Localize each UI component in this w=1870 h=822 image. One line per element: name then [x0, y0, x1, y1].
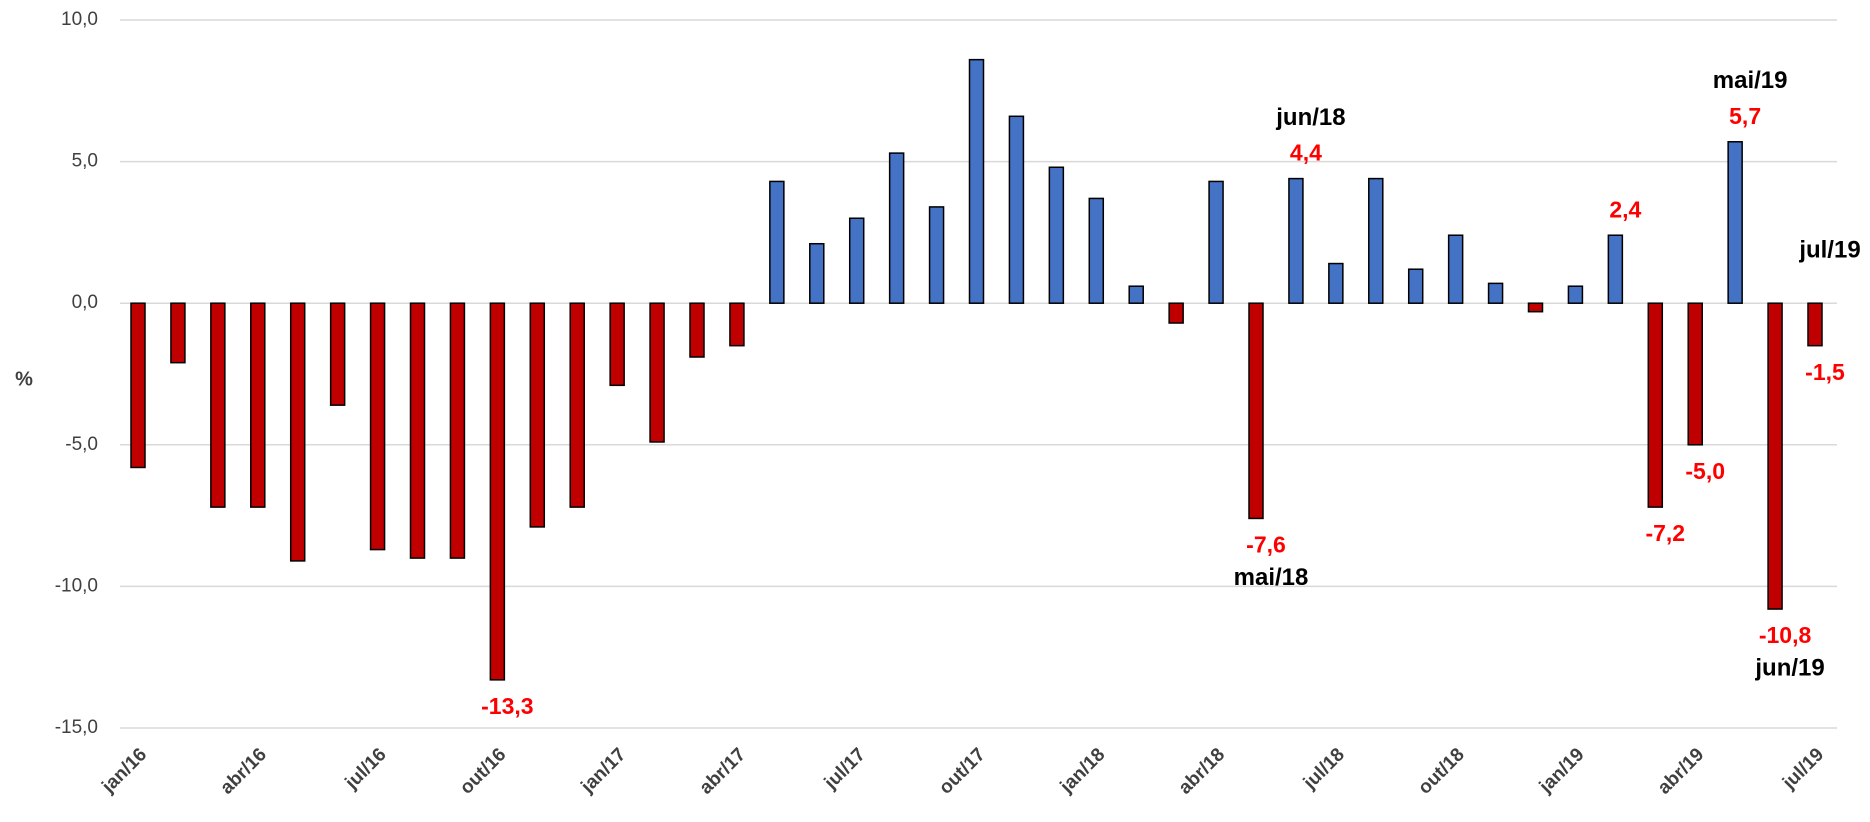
bar: [1328, 262, 1344, 304]
x-tick-label: out/16: [456, 744, 510, 798]
bar: [329, 302, 346, 406]
bar: [689, 302, 705, 358]
x-tick-label: abr/16: [216, 744, 270, 798]
bar: [449, 302, 466, 559]
x-tick-label: jul/16: [341, 744, 391, 794]
value-label: -10,8: [1759, 622, 1812, 648]
bar: [1288, 177, 1304, 304]
bar: [928, 206, 945, 304]
x-tick-label: jul/19: [1778, 744, 1828, 794]
bar: [170, 302, 186, 364]
y-axis-label: %: [15, 368, 33, 390]
annotation: mai/19: [1713, 67, 1788, 94]
bar: [1527, 302, 1544, 313]
bar: [888, 152, 905, 304]
bar: [1088, 197, 1105, 304]
bar: [1447, 234, 1464, 304]
bar: [1567, 285, 1584, 304]
bar: [1727, 141, 1743, 304]
bar: [1208, 180, 1224, 304]
annotation: jun/18: [1275, 104, 1345, 131]
x-tick-label: jul/18: [1299, 744, 1349, 794]
bar: [809, 242, 825, 304]
bar: [289, 302, 306, 562]
bar: [1008, 115, 1025, 304]
value-label: 4,4: [1290, 140, 1322, 166]
bar: [649, 302, 665, 443]
x-tick-label: jan/19: [1535, 744, 1589, 798]
bar: [569, 302, 585, 508]
bar: [130, 302, 146, 469]
x-tick-label: jan/17: [577, 744, 631, 798]
y-tick-label: -5,0: [65, 434, 98, 455]
bar: [1607, 234, 1624, 304]
x-tick-label: out/17: [935, 744, 989, 798]
annotation: mai/18: [1234, 564, 1309, 591]
bar: [1368, 177, 1384, 304]
bar: [529, 302, 546, 528]
value-label: -7,2: [1645, 520, 1685, 546]
y-tick-label: 0,0: [72, 292, 98, 313]
bar: [968, 58, 985, 304]
bar: [250, 302, 266, 508]
bar: [1048, 166, 1065, 304]
bar: [489, 302, 506, 681]
y-tick-label: 10,0: [61, 9, 98, 30]
bar: [1687, 302, 1703, 446]
value-label: -7,6: [1246, 532, 1286, 558]
bar: [409, 302, 426, 559]
bar: [769, 180, 785, 304]
bar: [369, 302, 386, 551]
bar: [848, 217, 865, 304]
y-tick-label: 5,0: [72, 151, 98, 172]
x-tick-label: jul/17: [820, 744, 870, 794]
value-label: -13,3: [481, 693, 533, 719]
bar: [1807, 302, 1823, 347]
x-tick-label: jan/18: [1056, 744, 1110, 798]
bar: [1128, 285, 1144, 304]
x-tick-label: abr/19: [1654, 744, 1708, 798]
bar: [729, 302, 745, 347]
bar: [609, 302, 625, 387]
value-label: -5,0: [1685, 458, 1725, 484]
annotation: jul/19: [1798, 237, 1860, 264]
bar: [1248, 302, 1264, 520]
bar: [210, 302, 226, 508]
y-tick-label: -10,0: [55, 575, 98, 596]
bar: [1647, 302, 1664, 508]
value-label: 5,7: [1729, 103, 1761, 129]
bar: [1407, 268, 1424, 304]
x-tick-label: jan/16: [97, 744, 151, 798]
x-tick-label: abr/17: [696, 744, 750, 798]
y-tick-label: -15,0: [55, 717, 98, 738]
bar: [1767, 302, 1783, 610]
value-label: 2,4: [1609, 196, 1641, 222]
bar: [1168, 302, 1184, 324]
value-label: -1,5: [1805, 359, 1845, 385]
x-tick-label: abr/18: [1175, 744, 1229, 798]
x-tick-label: out/18: [1414, 744, 1468, 798]
bar: [1487, 282, 1504, 304]
annotation: jun/19: [1754, 654, 1824, 681]
